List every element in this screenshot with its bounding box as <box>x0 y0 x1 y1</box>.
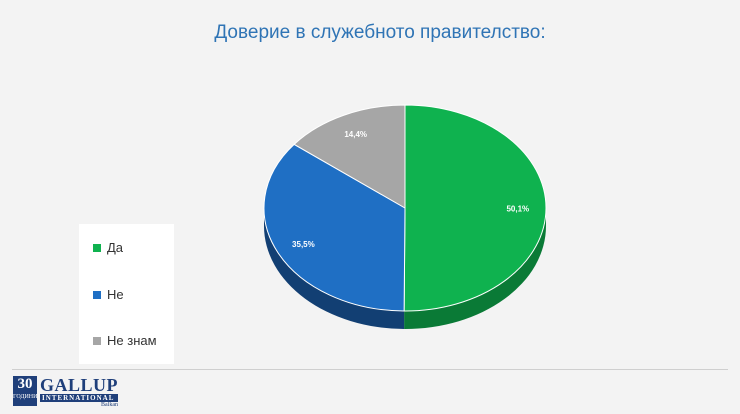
chart-title: Доверие в служебното правителство: <box>214 22 546 43</box>
gallup-logo: 30 ГОДИНИ GALLUP INTERNATIONAL Balkan <box>13 375 119 409</box>
footer-divider <box>12 369 728 370</box>
legend-swatch-ne <box>93 290 101 299</box>
legend-label-da: Да <box>107 240 124 255</box>
legend-label-ne-znam: Не знам <box>107 333 157 348</box>
pie-depth <box>264 208 546 329</box>
logo-region: Balkan <box>101 402 119 408</box>
legend-item-ne-znam: Не знам <box>93 333 157 348</box>
legend-item-ne: Не <box>93 287 124 302</box>
pie-slice-ne-znam <box>293 104 406 209</box>
logo-years-badge: 30 ГОДИНИ <box>13 376 37 406</box>
logo-years-caption: ГОДИНИ <box>13 394 38 400</box>
data-label-ne: 35,5% <box>292 240 315 249</box>
legend-item-da: Да <box>93 240 123 255</box>
pie-side-da <box>404 208 546 329</box>
logo-brand: GALLUP <box>40 375 119 395</box>
logo-brand-sub: INTERNATIONAL <box>40 394 119 402</box>
pie-slices <box>263 104 547 312</box>
data-label-ne-znam: 14,4% <box>344 130 367 139</box>
pie-data-labels: 50,1% 35,5% 14,4% <box>292 130 529 249</box>
logo-years-number: 30 <box>17 376 33 392</box>
legend: Да Не Не знам <box>79 224 174 364</box>
pie-side-ne <box>264 208 405 329</box>
legend-swatch-da <box>93 243 101 252</box>
legend-swatch-ne-znam <box>93 336 101 345</box>
data-label-da: 50,1% <box>506 204 529 213</box>
pie-slice-da <box>403 104 547 312</box>
pie-slice-ne <box>263 143 406 312</box>
logo-wordmark: GALLUP INTERNATIONAL Balkan <box>40 375 119 409</box>
legend-label-ne: Не <box>107 287 124 302</box>
